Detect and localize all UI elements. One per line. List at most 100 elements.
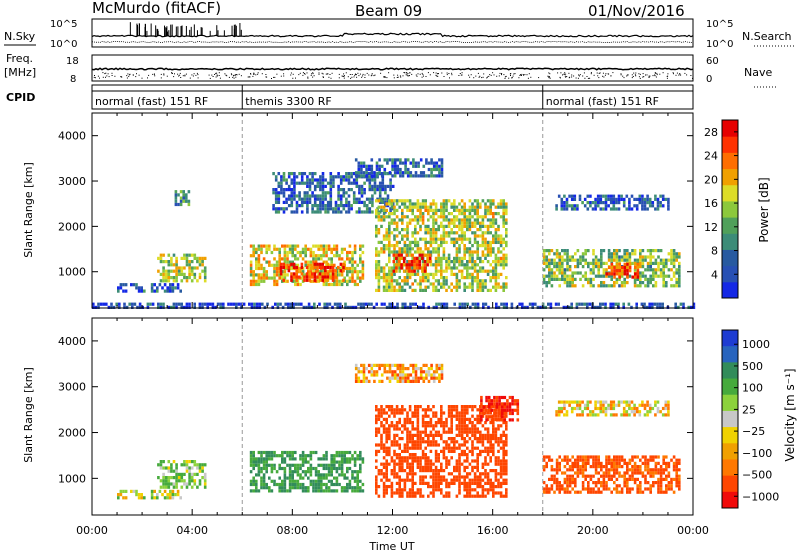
data-cell [182, 199, 185, 203]
data-cell [291, 454, 294, 458]
data-cell [157, 302, 160, 306]
data-cell [283, 460, 287, 464]
data-cell [487, 408, 491, 412]
data-cell [262, 279, 266, 283]
data-cell [442, 237, 446, 241]
data-cell [346, 460, 349, 464]
freq-trace [91, 67, 694, 79]
data-cell [570, 302, 573, 306]
data-cell [283, 473, 287, 477]
data-cell [375, 231, 378, 235]
data-cell [274, 302, 277, 306]
data-cell [163, 489, 167, 493]
data-cell [342, 175, 346, 179]
data-cell [353, 463, 357, 467]
data-cell [414, 405, 417, 409]
data-cell [312, 489, 315, 493]
data-cell [498, 402, 501, 406]
nave-dot [446, 72, 448, 74]
data-cell [388, 228, 391, 232]
data-cell [170, 482, 173, 486]
nave-dot [583, 72, 585, 74]
velocity-data-cells [117, 318, 681, 515]
nave-dot [136, 73, 137, 75]
data-cell [174, 196, 178, 200]
data-cell [319, 204, 322, 208]
data-cell [252, 250, 255, 255]
data-cell [249, 260, 253, 264]
data-cell [393, 158, 397, 162]
data-cell [137, 493, 141, 497]
data-cell [471, 449, 474, 453]
data-cell [252, 476, 255, 480]
data-cell [353, 282, 357, 287]
data-cell [174, 199, 178, 203]
data-cell [434, 285, 438, 289]
data-cell [316, 269, 319, 273]
data-cell [373, 174, 376, 178]
data-cell [434, 453, 438, 457]
nave-dot [562, 74, 563, 76]
data-cell [408, 202, 412, 206]
data-cell [382, 446, 386, 450]
data-cell [634, 272, 637, 276]
data-cell [414, 494, 417, 498]
data-cell [601, 302, 605, 306]
data-cell [375, 250, 378, 254]
nave-dot [121, 76, 123, 78]
data-cell [306, 191, 309, 195]
data-cell [617, 305, 620, 309]
data-cell [339, 210, 343, 214]
data-cell [176, 286, 180, 290]
data-cell [508, 411, 512, 416]
data-cell [667, 207, 670, 211]
data-cell [499, 459, 503, 463]
data-cell [249, 460, 253, 464]
data-cell [656, 302, 659, 306]
data-cell [505, 453, 508, 457]
data-cell [411, 202, 414, 206]
data-cell [494, 462, 498, 466]
data-cell [159, 479, 163, 483]
data-cell [419, 478, 422, 482]
data-cell [661, 204, 665, 208]
data-cell [282, 207, 286, 211]
data-cell [179, 289, 182, 293]
data-cell [393, 228, 396, 232]
data-cell [278, 254, 281, 258]
data-cell [468, 405, 472, 409]
data-cell [390, 199, 394, 203]
data-cell [400, 253, 403, 257]
data-cell [481, 221, 485, 225]
data-cell [188, 272, 191, 276]
data-cell [479, 285, 482, 289]
data-cell [442, 430, 446, 434]
data-cell [319, 197, 322, 201]
data-cell [406, 247, 409, 251]
data-cell [460, 208, 464, 212]
data-cell [468, 427, 472, 431]
data-cell [424, 288, 427, 292]
data-cell [280, 178, 283, 182]
data-cell [568, 274, 572, 278]
data-cell [273, 466, 276, 471]
data-cell [434, 424, 438, 428]
data-cell [602, 271, 606, 275]
data-cell [427, 437, 430, 441]
data-cell [403, 449, 407, 453]
data-cell [445, 256, 448, 260]
data-cell [597, 261, 600, 265]
data-cell [665, 261, 668, 265]
data-cell [424, 469, 427, 473]
data-cell [505, 218, 508, 222]
data-cell [455, 459, 459, 463]
data-cell [183, 272, 186, 276]
data-cell [373, 178, 377, 182]
data-cell [283, 273, 287, 277]
data-cell [486, 478, 490, 482]
data-cell [486, 288, 490, 292]
data-cell [335, 460, 339, 464]
data-cell [164, 485, 168, 489]
data-cell [324, 184, 327, 188]
data-cell [468, 237, 472, 241]
